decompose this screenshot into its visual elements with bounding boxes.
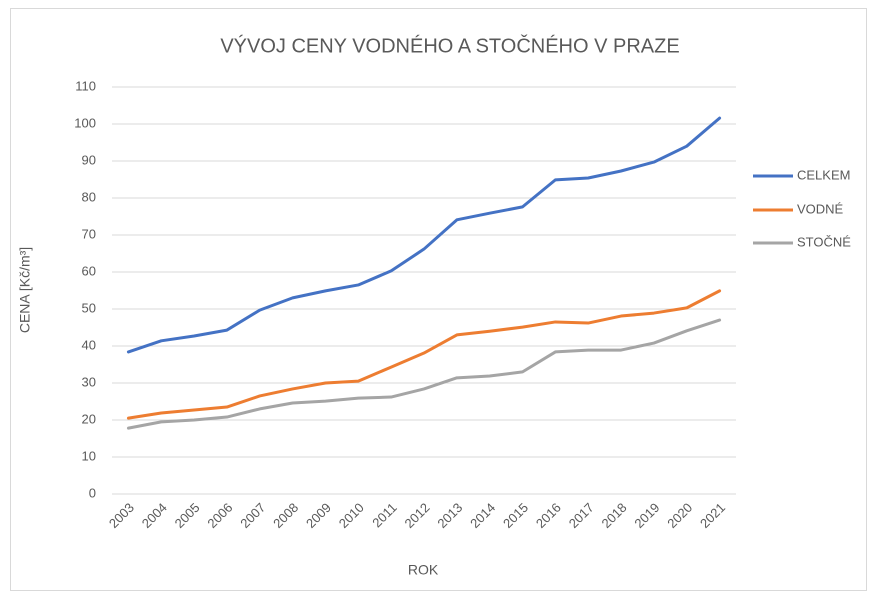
y-tick-label: 0 <box>89 485 96 500</box>
y-tick-label: 110 <box>75 78 96 93</box>
y-tick-label: 60 <box>82 263 96 278</box>
legend-label: CELKEM <box>797 167 850 182</box>
y-tick-label: 100 <box>74 115 96 130</box>
y-tick-label: 40 <box>82 337 96 352</box>
y-tick-label: 30 <box>82 374 96 389</box>
y-tick-label: 80 <box>82 189 96 204</box>
y-tick-label: 70 <box>82 226 96 241</box>
y-tick-label: 20 <box>82 411 96 426</box>
series-line <box>126 116 722 354</box>
y-axis-label: CENA [Kč/m³] <box>17 247 33 333</box>
y-tick-label: 90 <box>82 152 96 167</box>
legend-label: STOČNÉ <box>797 234 851 249</box>
series-line <box>126 289 722 420</box>
legend-label: VODNÉ <box>797 201 844 216</box>
y-tick-label: 50 <box>82 300 96 315</box>
x-axis-label: ROK <box>408 562 439 578</box>
chart-border <box>10 8 867 591</box>
chart-title: VÝVOJ CENY VODNÉHO A STOČNÉHO V PRAZE <box>220 34 679 57</box>
y-tick-label: 10 <box>82 448 96 463</box>
series-line <box>126 318 722 430</box>
